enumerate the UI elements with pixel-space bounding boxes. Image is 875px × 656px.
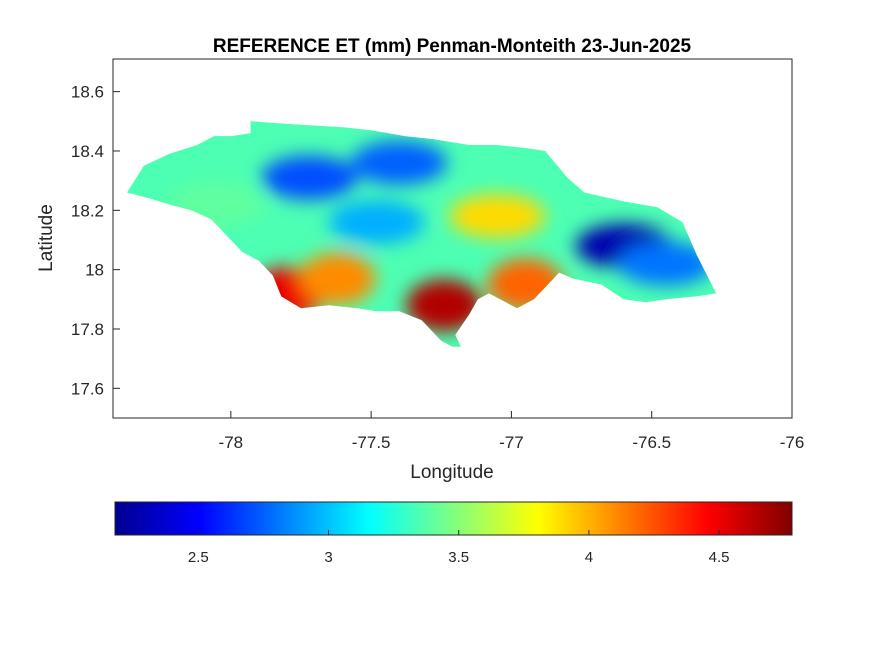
- heatmap-field: [127, 121, 717, 347]
- field-base: [127, 121, 717, 347]
- y-tick-label: 18.6: [71, 83, 104, 102]
- colorbar-tick-label: 3: [324, 549, 332, 566]
- colorbar-ticks: 2.5 3 3.5 4 4.5: [188, 530, 730, 566]
- y-tick-label: 18: [85, 261, 104, 280]
- plot-area: -78 -77.5 -77 -76.5 -76 17.6 17.8 18 18.2 18.4 18…: [71, 58, 805, 452]
- y-tick-label: 17.8: [71, 320, 104, 339]
- field-blob: [449, 194, 546, 239]
- field-blob: [299, 252, 376, 305]
- x-tick-label: -76: [780, 433, 805, 452]
- x-tick-label: -76.5: [632, 433, 671, 452]
- field-blob: [406, 279, 483, 332]
- x-axis: -78 -77.5 -77 -76.5 -76: [219, 411, 805, 452]
- colorbar-tick-label: 2.5: [188, 549, 209, 566]
- field-blobs: [168, 140, 714, 332]
- y-tick-label: 18.4: [71, 142, 104, 161]
- x-tick-label: -77.5: [352, 433, 391, 452]
- field-blob: [487, 258, 564, 311]
- field-blob: [617, 241, 714, 286]
- colorbar-gradient: [114, 501, 793, 536]
- y-tick-label: 17.6: [71, 379, 104, 398]
- chart-title: REFERENCE ET (mm) Penman-Monteith 23-Jun…: [213, 36, 692, 57]
- colorbar-tick-label: 4.5: [709, 549, 730, 566]
- x-tick-label: -77: [499, 433, 524, 452]
- y-tick-label: 18.2: [71, 201, 104, 220]
- x-tick-label: -78: [219, 433, 244, 452]
- colorbar: 2.5 3 3.5 4 4.5: [114, 501, 793, 566]
- field-blob: [261, 155, 358, 200]
- y-axis: 17.6 17.8 18 18.2 18.4 18.6: [71, 83, 120, 398]
- x-axis-label: Longitude: [410, 462, 493, 483]
- field-blob: [328, 200, 425, 245]
- field-blob: [168, 182, 265, 227]
- colorbar-tick-label: 4: [585, 549, 593, 566]
- field-blob: [351, 140, 448, 185]
- axes-box: [112, 58, 793, 419]
- colorbar-tick-label: 3.5: [448, 549, 469, 566]
- y-axis-label: Latitude: [36, 204, 57, 272]
